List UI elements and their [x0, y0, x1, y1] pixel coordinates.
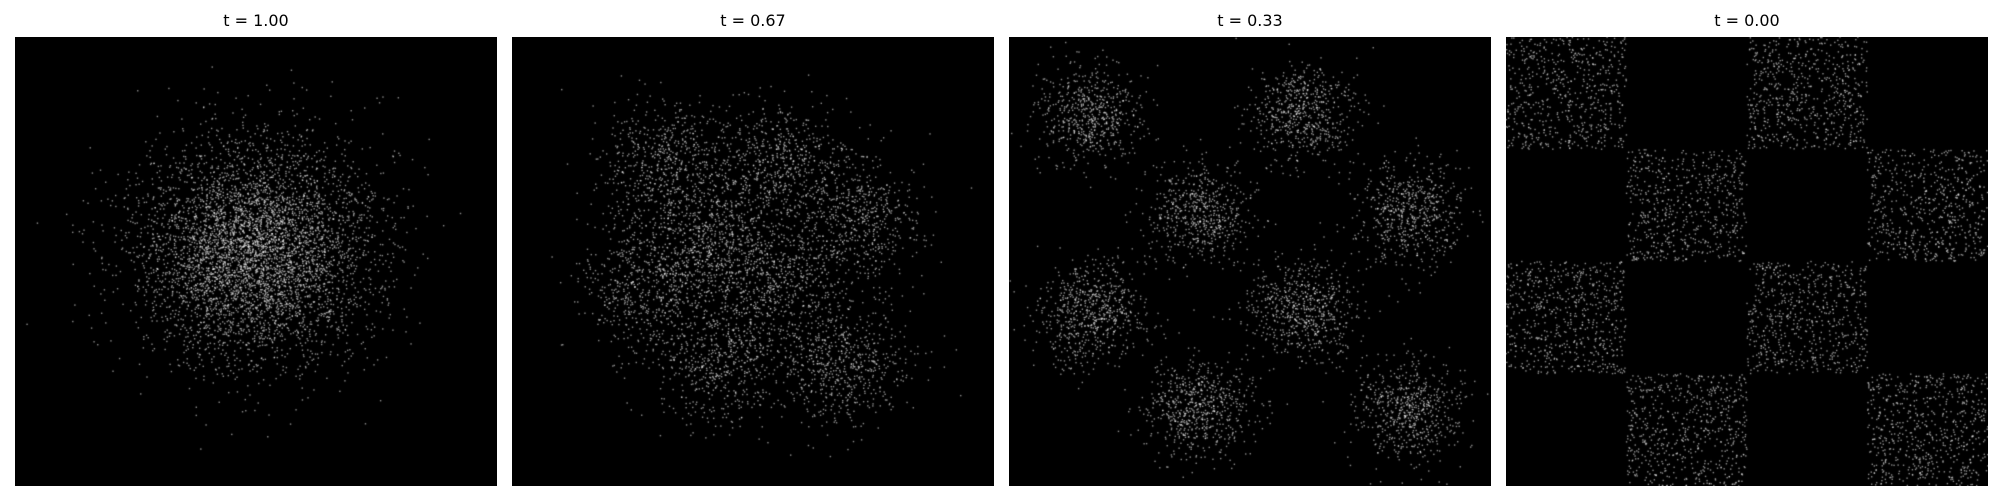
- scatter-plot: [512, 37, 994, 486]
- panel-title: t = 0.33: [1217, 11, 1283, 30]
- scatter-plot: [15, 37, 497, 486]
- scatter-plot: [1506, 37, 1988, 486]
- panel-t-0-33: t = 0.33: [1009, 0, 1491, 500]
- panel-t-0-00: t = 0.00: [1506, 0, 1988, 500]
- panel-title: t = 1.00: [223, 11, 289, 30]
- panel-t-1-00: t = 1.00: [15, 0, 497, 500]
- panel-title: t = 0.00: [1714, 11, 1780, 30]
- panel-title: t = 0.67: [720, 11, 786, 30]
- scatter-plot: [1009, 37, 1491, 486]
- panel-t-0-67: t = 0.67: [512, 0, 994, 500]
